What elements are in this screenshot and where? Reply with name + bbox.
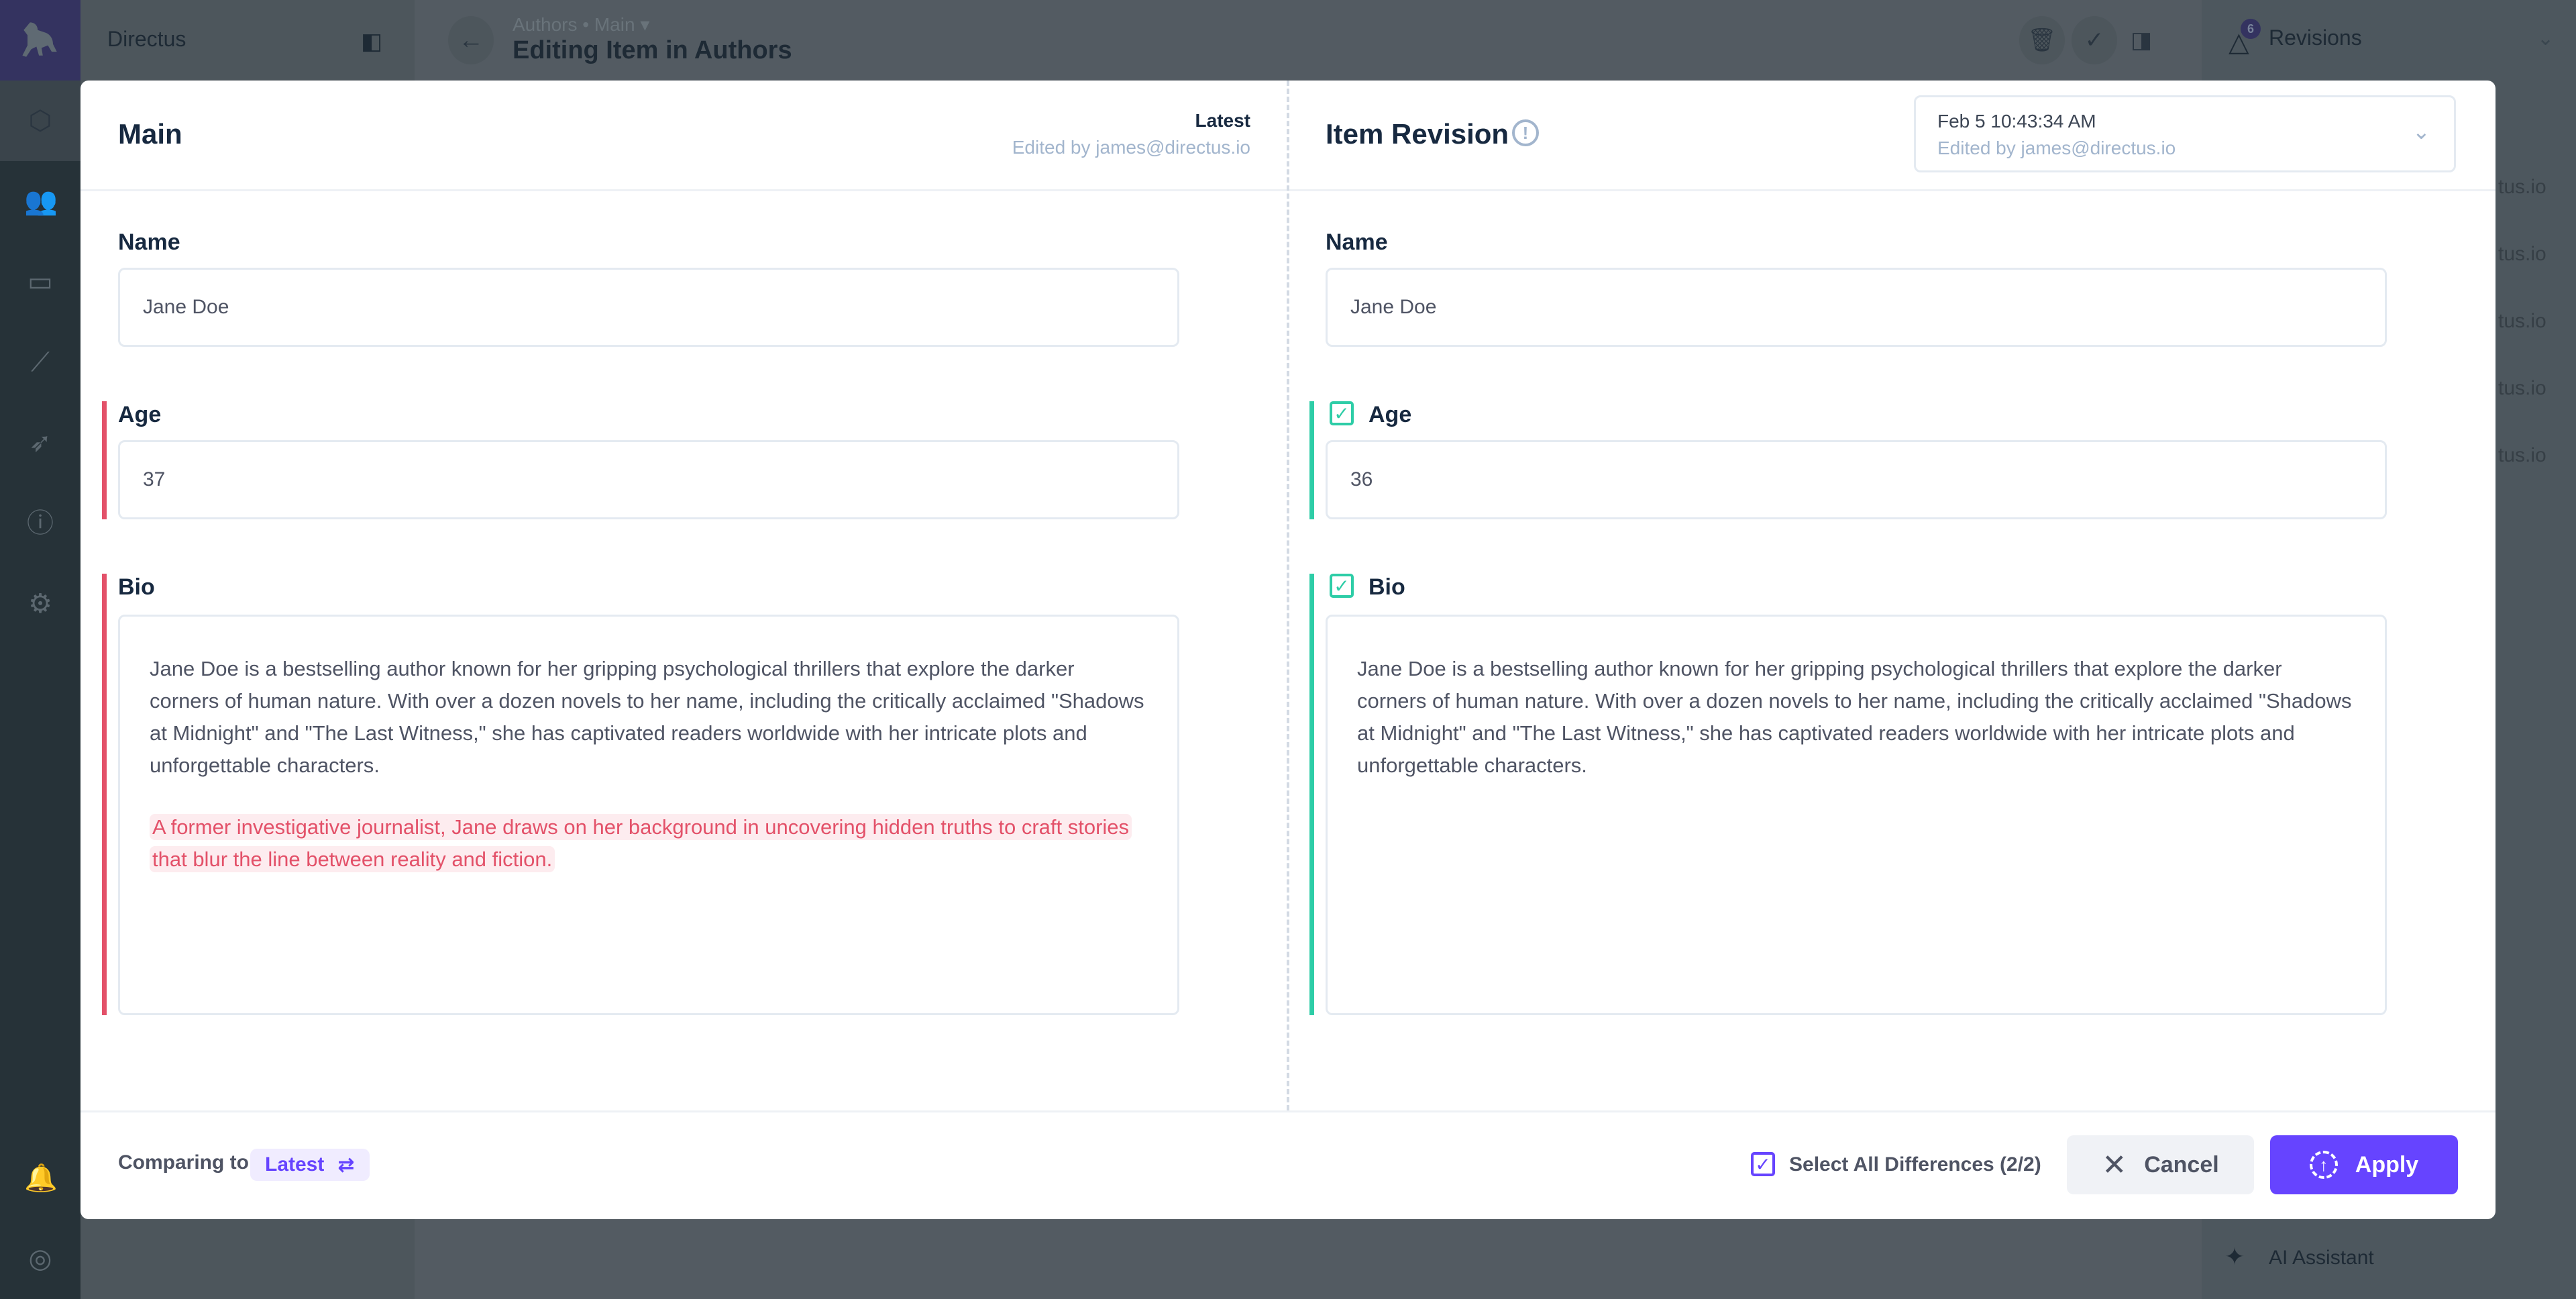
users-icon[interactable]: 👥 (24, 187, 58, 216)
apply-button[interactable]: ↑ Apply (2270, 1135, 2458, 1194)
age-input-revision: 36 (1326, 440, 2387, 519)
edited-by: Edited by james@directus.io (1012, 137, 1250, 158)
revision-row[interactable]: tus.io (2498, 444, 2546, 466)
age-label: Age (118, 402, 162, 427)
nav-content-selected (0, 81, 80, 161)
folder-icon[interactable]: ▭ (28, 267, 53, 297)
revision-date: Feb 5 10:43:34 AM (1937, 111, 2096, 132)
added-indicator (1309, 574, 1314, 1015)
bio-paragraph: Jane Doe is a bestselling author known f… (1357, 657, 2352, 777)
back-button[interactable]: ← (448, 16, 494, 64)
revision-title: Item Revision (1326, 118, 1509, 150)
help-icon[interactable]: ⓘ (27, 509, 54, 538)
chevron-down-icon: ⌄ (2412, 119, 2430, 144)
bio-textarea-revision: Jane Doe is a bestselling author known f… (1326, 615, 2387, 1015)
cancel-label: Cancel (2144, 1151, 2219, 1178)
close-icon: ✕ (2102, 1148, 2127, 1182)
delete-button[interactable]: 🗑 (2019, 16, 2065, 64)
revisions-badge: 6 (2241, 19, 2261, 39)
comparing-label: Comparing to (118, 1151, 249, 1174)
revision-row[interactable]: tus.io (2498, 176, 2546, 198)
rocket-icon[interactable]: ➶ (29, 428, 52, 458)
cube-icon[interactable]: ⬡ (28, 106, 52, 136)
divider (80, 1110, 2496, 1112)
bio-select-checkbox[interactable]: ✓ (1330, 574, 1354, 598)
swap-icon: ⇄ (337, 1153, 355, 1176)
directus-logo[interactable] (0, 0, 80, 81)
module-bar: ⬡ 👥 ▭ ⟋ ➶ ⓘ ⚙ 🔔 ◎ (0, 0, 80, 1299)
bio-textarea-current: Jane Doe is a bestselling author known f… (118, 615, 1179, 1015)
insights-icon[interactable]: ⟋ (31, 348, 50, 377)
sparkle-icon: ✦ (2224, 1243, 2245, 1270)
version-label: Latest (1195, 110, 1250, 131)
name-label: Name (1326, 229, 1388, 255)
removed-indicator (102, 574, 107, 1015)
name-input-revision: Jane Doe (1326, 268, 2387, 347)
bio-label: Bio (118, 574, 155, 600)
revision-row[interactable]: tus.io (2498, 377, 2546, 399)
main-title: Main (118, 118, 182, 150)
ai-assistant-label[interactable]: AI Assistant (2269, 1247, 2374, 1269)
revision-edited-by: Edited by james@directus.io (1937, 138, 2176, 158)
check-icon: ✓ (1755, 1153, 1771, 1175)
apply-label: Apply (2355, 1151, 2419, 1178)
bio-paragraph: Jane Doe is a bestselling author known f… (150, 657, 1144, 777)
revision-row[interactable]: tus.io (2498, 310, 2546, 332)
notifications-icon[interactable]: 🔔 (24, 1163, 58, 1193)
check-icon: ✓ (1334, 403, 1350, 424)
settings-icon[interactable]: ⚙ (28, 589, 52, 619)
name-input-current: Jane Doe (118, 268, 1179, 347)
revision-row[interactable]: tus.io (2498, 243, 2546, 265)
comparing-value: Latest (265, 1153, 325, 1176)
user-avatar-icon[interactable]: ◎ (28, 1244, 52, 1274)
age-label: Age (1368, 402, 1412, 427)
select-all-checkbox[interactable]: ✓ (1751, 1152, 1775, 1176)
chevron-down-icon[interactable]: ⌄ (2537, 28, 2555, 50)
comparing-toggle[interactable]: Latest ⇄ (250, 1149, 370, 1181)
revisions-label[interactable]: Revisions (2269, 25, 2362, 50)
bio-label: Bio (1368, 574, 1405, 600)
removed-text: A former investigative journalist, Jane … (150, 814, 1132, 872)
name-label: Name (118, 229, 180, 255)
column-divider (1287, 81, 1289, 1110)
age-input-current: 37 (118, 440, 1179, 519)
project-name: Directus (107, 27, 186, 51)
save-button[interactable]: ✓ (2072, 16, 2117, 64)
toggle-sidebar-icon[interactable]: ◨ (2130, 28, 2153, 53)
age-select-checkbox[interactable]: ✓ (1330, 401, 1354, 425)
page-title: Editing Item in Authors (513, 36, 792, 64)
added-indicator (1309, 401, 1314, 519)
comparison-modal: Main Latest Edited by james@directus.io … (80, 81, 2496, 1219)
info-icon[interactable]: ! (1512, 119, 1539, 146)
collapse-sidebar-icon[interactable]: ◧ (361, 29, 383, 54)
cancel-button[interactable]: ✕ Cancel (2067, 1135, 2254, 1194)
check-icon: ✓ (1334, 575, 1350, 596)
upload-circle-icon: ↑ (2309, 1151, 2338, 1179)
removed-indicator (102, 401, 107, 519)
breadcrumb[interactable]: Authors • Main ▾ (513, 14, 650, 35)
revision-dropdown[interactable]: Feb 5 10:43:34 AM Edited by james@direct… (1914, 95, 2456, 172)
select-all-label[interactable]: Select All Differences (2/2) (1789, 1153, 2041, 1176)
